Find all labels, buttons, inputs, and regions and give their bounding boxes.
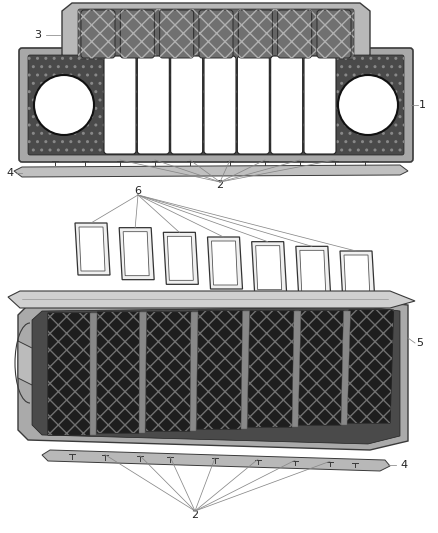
Polygon shape: [163, 232, 198, 284]
Polygon shape: [297, 311, 344, 425]
FancyBboxPatch shape: [120, 10, 154, 58]
Polygon shape: [42, 450, 390, 471]
Polygon shape: [146, 312, 191, 431]
Polygon shape: [256, 246, 282, 289]
Polygon shape: [62, 3, 370, 65]
FancyBboxPatch shape: [278, 10, 312, 58]
Text: 5: 5: [417, 338, 424, 348]
Text: 4: 4: [7, 168, 14, 178]
FancyBboxPatch shape: [104, 56, 136, 154]
Polygon shape: [139, 312, 146, 433]
Polygon shape: [167, 236, 193, 280]
FancyBboxPatch shape: [271, 56, 303, 154]
FancyBboxPatch shape: [171, 56, 203, 154]
Polygon shape: [123, 232, 149, 276]
Polygon shape: [197, 311, 243, 429]
Polygon shape: [18, 341, 32, 385]
Polygon shape: [18, 301, 408, 450]
Polygon shape: [8, 291, 415, 308]
Polygon shape: [300, 251, 326, 294]
Circle shape: [34, 75, 94, 135]
FancyBboxPatch shape: [304, 56, 336, 154]
Polygon shape: [75, 223, 110, 275]
Polygon shape: [119, 228, 154, 280]
FancyBboxPatch shape: [19, 48, 413, 162]
Polygon shape: [292, 311, 301, 427]
Polygon shape: [79, 227, 105, 271]
FancyBboxPatch shape: [138, 56, 170, 154]
Polygon shape: [248, 311, 294, 427]
Polygon shape: [340, 251, 375, 303]
Polygon shape: [241, 311, 250, 429]
Polygon shape: [344, 255, 370, 299]
Text: 1: 1: [418, 100, 425, 110]
Circle shape: [338, 75, 398, 135]
FancyBboxPatch shape: [237, 56, 269, 154]
Polygon shape: [296, 246, 331, 298]
FancyBboxPatch shape: [28, 55, 404, 155]
Text: 3: 3: [35, 30, 42, 40]
FancyBboxPatch shape: [204, 56, 236, 154]
Polygon shape: [346, 310, 393, 423]
FancyBboxPatch shape: [78, 9, 354, 59]
Polygon shape: [190, 312, 198, 431]
Polygon shape: [252, 241, 286, 294]
Text: 2: 2: [216, 180, 223, 190]
Polygon shape: [97, 312, 140, 433]
Polygon shape: [48, 313, 91, 435]
Polygon shape: [212, 241, 237, 285]
Polygon shape: [32, 307, 400, 444]
Polygon shape: [90, 313, 97, 435]
Text: 4: 4: [400, 460, 408, 470]
FancyBboxPatch shape: [160, 10, 194, 58]
Polygon shape: [341, 311, 350, 425]
FancyBboxPatch shape: [81, 10, 115, 58]
FancyBboxPatch shape: [238, 10, 272, 58]
Polygon shape: [208, 237, 243, 289]
Polygon shape: [14, 165, 408, 177]
Text: 2: 2: [191, 510, 198, 520]
Text: 6: 6: [134, 186, 141, 196]
FancyBboxPatch shape: [317, 10, 351, 58]
FancyBboxPatch shape: [199, 10, 233, 58]
